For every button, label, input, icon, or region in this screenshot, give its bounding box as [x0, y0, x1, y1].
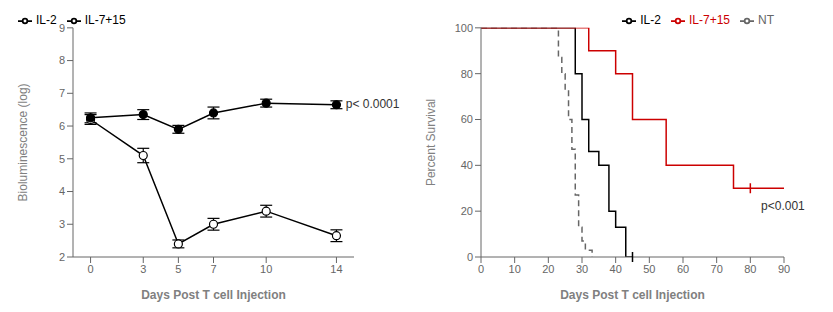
svg-text:30: 30 [576, 263, 588, 275]
svg-text:p<0.001: p<0.001 [761, 199, 805, 213]
svg-text:5: 5 [175, 263, 181, 275]
svg-text:6: 6 [59, 120, 65, 132]
svg-text:10: 10 [509, 263, 521, 275]
svg-text:Bioluminescence (log): Bioluminescence (log) [16, 83, 30, 201]
svg-text:7: 7 [210, 263, 216, 275]
svg-text:Days Post T cell Injection: Days Post T cell Injection [560, 288, 705, 302]
svg-text:50: 50 [643, 263, 655, 275]
svg-text:10: 10 [260, 263, 272, 275]
html-text:IL-7+15: IL-7+15 [689, 13, 730, 27]
html-text:IL-2: IL-2 [640, 13, 661, 27]
svg-text:Days Post T cell Injection: Days Post T cell Injection [141, 288, 286, 302]
svg-text:60: 60 [677, 263, 689, 275]
html-text:IL-2: IL-2 [36, 13, 57, 27]
svg-text:40: 40 [461, 159, 473, 171]
svg-text:14: 14 [330, 263, 342, 275]
svg-text:90: 90 [778, 263, 790, 275]
svg-text:0: 0 [478, 263, 484, 275]
svg-text:Percent Survival: Percent Survival [424, 99, 438, 186]
svg-text:7: 7 [59, 87, 65, 99]
svg-text:8: 8 [59, 54, 65, 66]
svg-text:3: 3 [59, 218, 65, 230]
svg-text:80: 80 [461, 68, 473, 80]
svg-text:5: 5 [59, 153, 65, 165]
svg-text:9: 9 [59, 22, 65, 34]
svg-text:0: 0 [88, 263, 94, 275]
svg-text:p< 0.0001: p< 0.0001 [346, 97, 400, 111]
svg-text:60: 60 [461, 113, 473, 125]
svg-text:20: 20 [461, 205, 473, 217]
svg-text:70: 70 [711, 263, 723, 275]
svg-text:20: 20 [542, 263, 554, 275]
html-text:IL-7+15: IL-7+15 [84, 13, 126, 27]
html-text:NT: NT [758, 13, 774, 27]
svg-text:40: 40 [610, 263, 622, 275]
svg-text:80: 80 [744, 263, 756, 275]
svg-text:100: 100 [455, 22, 473, 34]
svg-text:0: 0 [467, 251, 473, 263]
svg-text:3: 3 [140, 263, 146, 275]
svg-text:4: 4 [59, 185, 65, 197]
svg-text:2: 2 [59, 251, 65, 263]
